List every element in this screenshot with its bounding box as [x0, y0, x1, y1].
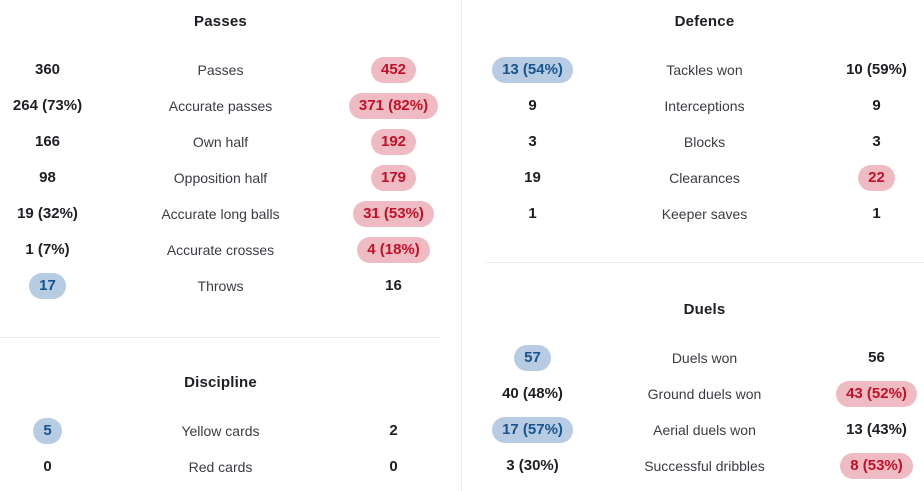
stat-row-interceptions: 9 Interceptions 9 — [485, 88, 924, 124]
stat-label: Red cards — [188, 459, 253, 475]
stat-label: Ground duels won — [647, 386, 762, 402]
home-value: 1 (7%) — [25, 241, 70, 258]
section-passes: Passes 360 Passes 452 264 (73%) Accurate… — [0, 0, 441, 304]
stat-row-yellow-cards: 5 Yellow cards 2 — [0, 413, 441, 449]
stat-label: Aerial duels won — [653, 422, 756, 438]
stat-label: Successful dribbles — [644, 458, 765, 474]
home-value: 57 — [514, 345, 551, 371]
home-value: 0 — [43, 458, 52, 475]
stat-row-ground-duels-won: 40 (48%) Ground duels won 43 (52%) — [485, 376, 924, 412]
home-value: 98 — [39, 169, 56, 186]
section-defence: Defence 13 (54%) Tackles won 10 (59%) 9 … — [485, 0, 924, 232]
section-duels: Duels 57 Duels won 56 40 (48%) Ground du… — [485, 288, 924, 484]
away-value: 2 — [389, 422, 398, 439]
section-title: Discipline — [184, 373, 257, 391]
home-value: 19 (32%) — [17, 205, 78, 222]
stat-row-duels-won: 57 Duels won 56 — [485, 340, 924, 376]
home-value: 17 — [29, 273, 66, 299]
away-value: 4 (18%) — [357, 237, 430, 263]
section-title: Passes — [194, 12, 247, 30]
away-value: 22 — [858, 165, 895, 191]
section-divider — [485, 262, 924, 263]
stat-label: Opposition half — [173, 170, 268, 186]
stat-label: Clearances — [669, 170, 740, 186]
home-value: 9 — [528, 97, 537, 114]
away-value: 192 — [370, 129, 417, 155]
stat-row-red-cards: 0 Red cards 0 — [0, 449, 441, 485]
home-value: 17 (57%) — [492, 417, 573, 443]
away-value: 31 (53%) — [353, 201, 434, 227]
stat-row-own-half: 166 Own half 192 — [0, 124, 441, 160]
home-value: 1 — [528, 205, 537, 222]
stat-label: Passes — [197, 62, 244, 78]
stat-label: Accurate long balls — [161, 206, 280, 222]
stat-label: Accurate crosses — [166, 242, 275, 258]
section-discipline: Discipline 5 Yellow cards 2 0 Red cards … — [0, 361, 441, 485]
stat-label: Blocks — [683, 134, 726, 150]
section-divider — [0, 337, 441, 338]
stat-row-aerial-duels-won: 17 (57%) Aerial duels won 13 (43%) — [485, 412, 924, 448]
away-value: 10 (59%) — [846, 61, 907, 78]
stat-label: Accurate passes — [168, 98, 273, 114]
stat-row-accurate-long-balls: 19 (32%) Accurate long balls 31 (53%) — [0, 196, 441, 232]
away-value: 13 (43%) — [846, 421, 907, 438]
away-value: 16 — [385, 277, 402, 294]
stat-row-keeper-saves: 1 Keeper saves 1 — [485, 196, 924, 232]
stats-column-left: Passes 360 Passes 452 264 (73%) Accurate… — [0, 0, 462, 491]
stat-row-clearances: 19 Clearances 22 — [485, 160, 924, 196]
home-value: 360 — [34, 61, 61, 78]
away-value: 3 — [872, 133, 881, 150]
home-value: 166 — [34, 133, 61, 150]
section-title: Defence — [674, 12, 735, 30]
away-value: 452 — [370, 57, 417, 83]
stat-label: Tackles won — [666, 62, 743, 78]
away-value: 56 — [868, 349, 885, 366]
home-value: 264 (73%) — [12, 97, 83, 114]
stat-row-accurate-crosses: 1 (7%) Accurate crosses 4 (18%) — [0, 232, 441, 268]
away-value: 9 — [872, 97, 881, 114]
away-value: 8 (53%) — [840, 453, 913, 479]
stat-row-passes: 360 Passes 452 — [0, 52, 441, 88]
home-value: 19 — [524, 169, 541, 186]
away-value: 1 — [872, 205, 881, 222]
stat-rows: 57 Duels won 56 40 (48%) Ground duels wo… — [485, 340, 924, 484]
section-title: Duels — [683, 300, 726, 318]
away-value: 0 — [389, 458, 398, 475]
stat-row-accurate-passes: 264 (73%) Accurate passes 371 (82%) — [0, 88, 441, 124]
stat-rows: 5 Yellow cards 2 0 Red cards 0 — [0, 413, 441, 485]
home-value: 13 (54%) — [492, 57, 573, 83]
stats-column-right: Defence 13 (54%) Tackles won 10 (59%) 9 … — [462, 0, 924, 491]
away-value: 179 — [370, 165, 417, 191]
stat-rows: 360 Passes 452 264 (73%) Accurate passes… — [0, 52, 441, 304]
stat-row-opposition-half: 98 Opposition half 179 — [0, 160, 441, 196]
stat-row-throws: 17 Throws 16 — [0, 268, 441, 304]
home-value: 3 — [528, 133, 537, 150]
away-value: 43 (52%) — [836, 381, 917, 407]
stat-row-blocks: 3 Blocks 3 — [485, 124, 924, 160]
stat-label: Duels won — [671, 350, 738, 366]
stat-rows: 13 (54%) Tackles won 10 (59%) 9 Intercep… — [485, 52, 924, 232]
stat-label: Throws — [197, 278, 244, 294]
stat-label: Interceptions — [664, 98, 745, 114]
stat-row-successful-dribbles: 3 (30%) Successful dribbles 8 (53%) — [485, 448, 924, 484]
home-value: 3 (30%) — [506, 457, 559, 474]
away-value: 371 (82%) — [348, 93, 439, 119]
stat-label: Keeper saves — [661, 206, 748, 222]
home-value: 40 (48%) — [502, 385, 563, 402]
home-value: 5 — [33, 418, 62, 444]
stat-label: Own half — [192, 134, 249, 150]
stat-label: Yellow cards — [181, 423, 260, 439]
stat-row-tackles-won: 13 (54%) Tackles won 10 (59%) — [485, 52, 924, 88]
